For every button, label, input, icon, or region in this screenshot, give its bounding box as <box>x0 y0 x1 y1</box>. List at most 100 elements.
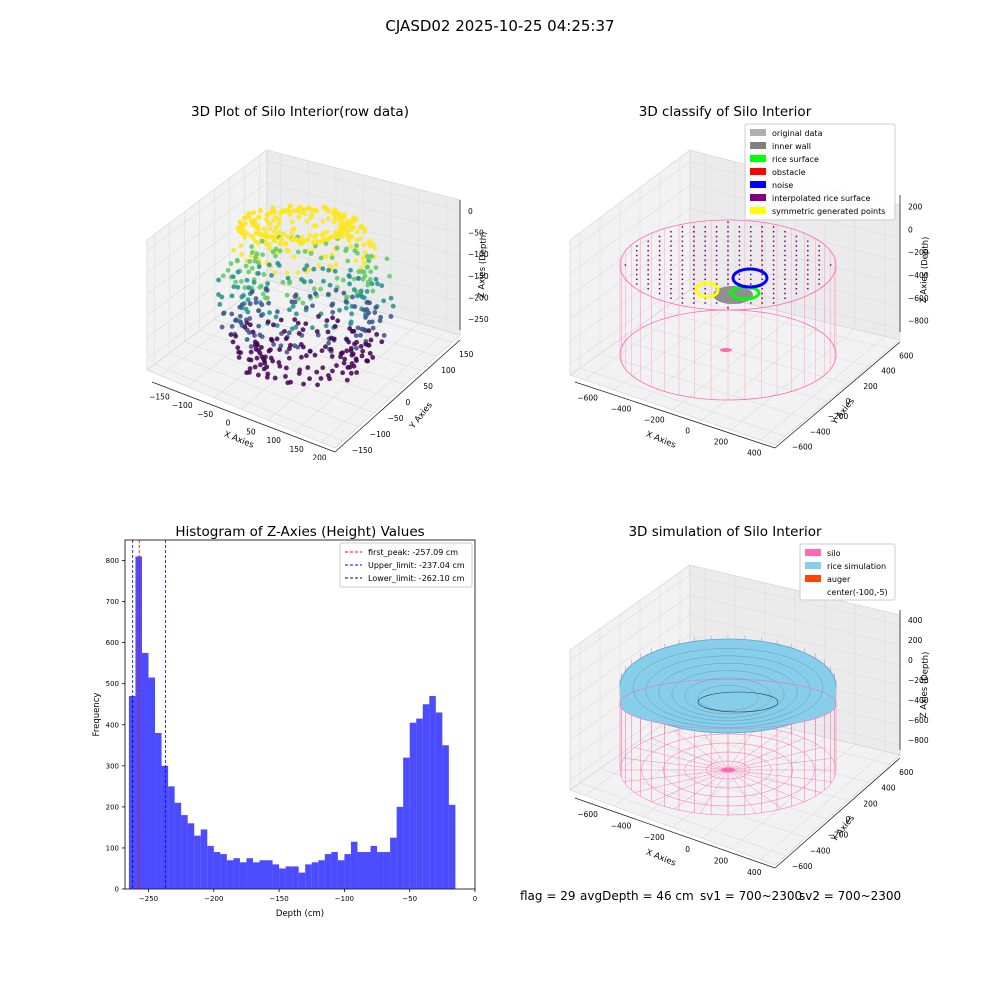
interpolated-point <box>806 278 809 281</box>
legend-box <box>799 543 896 601</box>
data-point <box>347 364 353 370</box>
interpolated-point <box>670 273 672 276</box>
data-point <box>348 370 354 376</box>
data-point <box>263 216 269 222</box>
histogram-bar <box>161 765 169 889</box>
data-point <box>298 354 304 360</box>
x-axis-label: X Axies <box>644 430 677 451</box>
data-point <box>327 263 333 269</box>
data-point <box>379 283 385 289</box>
data-point <box>249 250 255 255</box>
data-point <box>277 219 282 225</box>
legend-swatch <box>805 562 821 569</box>
data-point <box>266 262 272 268</box>
histogram-bar <box>285 866 293 889</box>
grid-line <box>689 574 901 626</box>
silo-floor-spoke <box>634 769 729 793</box>
grid-line <box>584 293 706 381</box>
data-point <box>293 208 299 214</box>
data-point <box>364 358 370 364</box>
depth-histogram: −250 −200 −150 −100 −50 0 0 100 200 300 400 500 600 7… <box>92 539 477 919</box>
data-point <box>251 280 257 285</box>
data-point <box>332 268 338 274</box>
interpolated-point <box>784 283 786 285</box>
interpolated-point <box>795 235 798 238</box>
data-point <box>304 218 310 224</box>
grid-line <box>689 254 901 307</box>
data-point <box>345 258 351 264</box>
silo-floor-spoke <box>673 769 729 810</box>
data-point <box>359 353 365 359</box>
data-point <box>238 350 243 356</box>
legend-label: center(-100,-5) <box>827 588 888 597</box>
data-point <box>312 207 318 213</box>
data-point <box>242 285 248 291</box>
data-point <box>370 355 376 360</box>
x-tick-label: 50 <box>246 427 256 436</box>
legend-swatch <box>750 207 766 214</box>
data-point <box>280 231 286 237</box>
interpolated-point <box>784 297 786 300</box>
data-point <box>341 360 347 366</box>
interpolated-point <box>772 297 775 300</box>
data-point <box>302 249 308 254</box>
silo-floor-spoke <box>727 769 822 793</box>
data-point <box>243 306 249 312</box>
interpolated-point <box>704 278 707 281</box>
interpolated-point <box>670 235 672 238</box>
interpolated-point <box>738 245 741 247</box>
interpolated-point <box>692 259 695 262</box>
grid-line <box>672 314 796 411</box>
data-point <box>361 327 367 332</box>
interpolated-point <box>704 259 707 262</box>
data-point <box>312 352 318 358</box>
data-point <box>355 325 361 331</box>
grid-line <box>760 751 886 860</box>
legend-label: original data <box>772 129 823 138</box>
data-point <box>373 276 379 282</box>
interpolated-point <box>670 245 672 247</box>
data-point <box>302 279 307 285</box>
histogram-bar <box>135 556 142 889</box>
data-point <box>316 263 322 269</box>
x-axis-label: Depth (cm) <box>276 909 324 919</box>
x-tick-label: −400 <box>611 405 632 414</box>
data-point <box>301 381 306 387</box>
data-point <box>266 241 272 247</box>
data-point <box>307 232 313 238</box>
legend-label: Upper_limit: -237.04 cm <box>368 561 465 570</box>
interpolated-point <box>670 264 672 266</box>
panel4-title: 3D simulation of Silo Interior <box>628 524 822 540</box>
data-point <box>358 332 363 338</box>
data-point <box>273 253 278 259</box>
y-axis-line <box>774 757 901 869</box>
data-point <box>258 313 264 318</box>
data-point <box>274 323 280 329</box>
silo-floor-spoke <box>634 747 729 771</box>
interpolated-point <box>681 254 684 257</box>
data-point <box>358 223 364 230</box>
histogram-bar <box>390 837 397 889</box>
interpolated-point <box>715 235 718 238</box>
interpolated-point <box>795 259 798 262</box>
data-point <box>283 336 289 342</box>
interpolated-point <box>818 245 821 247</box>
x-tick-label: 150 <box>290 445 305 454</box>
interpolated-point <box>670 259 672 262</box>
data-point <box>219 294 225 300</box>
legend-label: auger <box>827 575 851 584</box>
rice-mesh-ring <box>632 648 824 728</box>
interpolated-point <box>681 302 684 304</box>
data-point <box>261 272 267 277</box>
data-point <box>273 314 279 320</box>
interpolated-point <box>761 297 764 300</box>
grid-line <box>689 278 901 330</box>
y-axis-label: Frequency <box>92 693 102 737</box>
histogram-bar <box>174 802 182 889</box>
data-point <box>264 364 270 370</box>
interpolated-point <box>635 245 638 247</box>
interpolated-point <box>795 273 798 276</box>
x-tick-label: −600 <box>577 394 598 403</box>
interpolated-point <box>681 268 684 271</box>
data-point <box>242 221 248 227</box>
